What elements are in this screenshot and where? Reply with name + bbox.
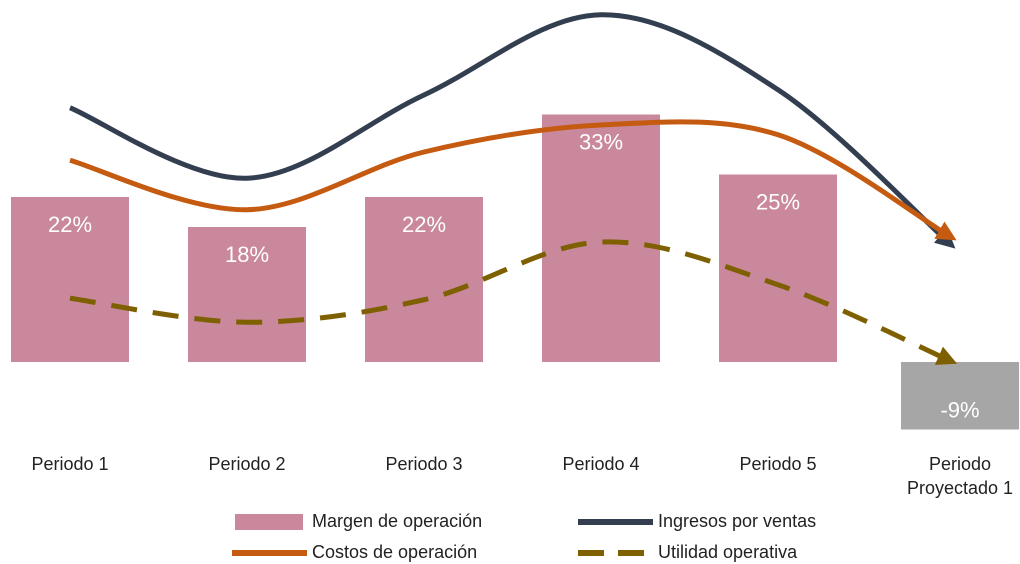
legend-label: Margen de operación bbox=[312, 511, 482, 531]
legend-label: Costos de operación bbox=[312, 542, 477, 562]
data-label: 33% bbox=[579, 129, 623, 154]
legend-swatch bbox=[235, 514, 303, 530]
bar bbox=[188, 227, 306, 362]
line-series bbox=[69, 12, 956, 249]
line-series bbox=[69, 119, 957, 241]
bar bbox=[11, 197, 129, 362]
bar bbox=[365, 197, 483, 362]
x-tick-label: Periodo 1 bbox=[31, 454, 109, 474]
bar bbox=[542, 114, 660, 362]
bar bbox=[719, 174, 837, 362]
data-label: 22% bbox=[402, 212, 446, 237]
legend-label: Ingresos por ventas bbox=[658, 511, 816, 531]
x-tick-label: Periodo 2 bbox=[208, 454, 286, 474]
x-tick-label: Periodo Proyectado 1 bbox=[906, 454, 1014, 498]
x-tick-label: Periodo 4 bbox=[562, 454, 640, 474]
data-label: 22% bbox=[48, 212, 92, 237]
legend-label: Utilidad operativa bbox=[658, 542, 798, 562]
data-label: 25% bbox=[756, 189, 800, 214]
x-tick-label: Periodo 3 bbox=[385, 454, 463, 474]
bar bbox=[901, 362, 1019, 430]
data-label: 18% bbox=[225, 242, 269, 267]
data-label: -9% bbox=[940, 397, 979, 422]
x-tick-label: Periodo 5 bbox=[739, 454, 817, 474]
